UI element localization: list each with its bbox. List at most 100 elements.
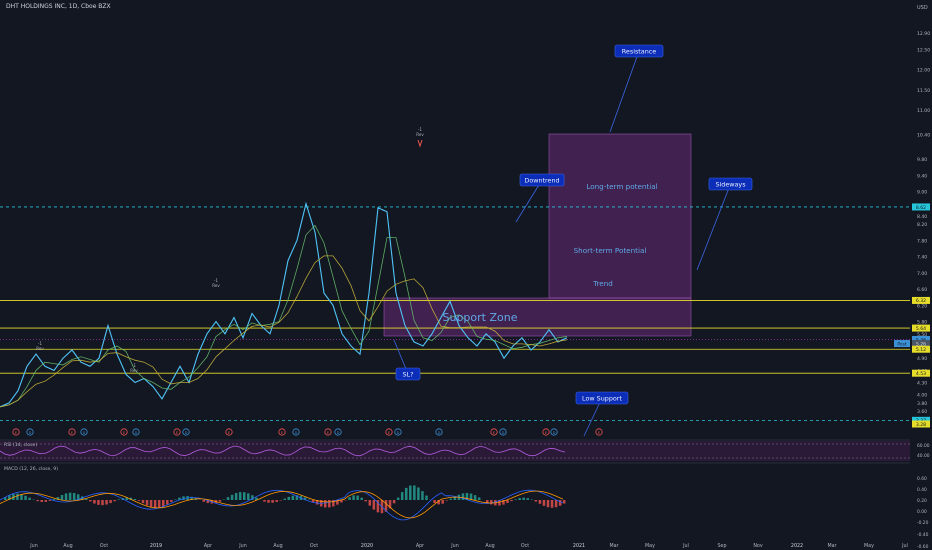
- price-axis-tick: 5.80: [917, 320, 927, 326]
- event-marker: [292, 428, 300, 436]
- event-marker-label: D: [135, 431, 138, 435]
- event-marker-label: D: [502, 431, 505, 435]
- macd-histogram-bar: [542, 500, 546, 506]
- time-axis-tick: Apr: [416, 543, 424, 549]
- sl-callout-label: SL?: [402, 370, 413, 378]
- event-marker-label: E: [493, 431, 496, 435]
- price-axis-tick: 4.30: [917, 381, 927, 387]
- macd-histogram-bar: [68, 492, 72, 500]
- event-marker-label: E: [545, 431, 548, 435]
- ma-slow-line: [0, 255, 568, 408]
- low-support-callout-label: Low Support: [582, 394, 622, 402]
- price-axis-tick: 5.50: [917, 332, 927, 338]
- macd-histogram-bar: [518, 498, 521, 500]
- time-axis-tick: Mar: [609, 543, 618, 549]
- macd-histogram-bar: [117, 499, 120, 500]
- macd-histogram-bar: [356, 495, 359, 500]
- macd-histogram-bar: [303, 497, 307, 500]
- macd-title: MACD (12, 26, close, 9): [4, 466, 58, 472]
- post-badge-label: Post: [897, 341, 906, 347]
- macd-histogram-bar: [514, 499, 517, 500]
- macd-histogram-bar: [56, 497, 60, 500]
- macd-histogram-bar: [291, 495, 295, 500]
- macd-histogram-bar: [522, 497, 525, 500]
- time-axis-tick: May: [645, 543, 655, 549]
- macd-histogram-bar: [554, 500, 558, 508]
- macd-histogram-bar: [409, 485, 412, 500]
- time-axis-tick: Nov: [753, 543, 763, 549]
- macd-histogram-bar: [445, 500, 448, 501]
- macd-histogram-bar: [332, 500, 335, 507]
- downtrend-callout-label: Downtrend: [524, 176, 559, 184]
- price-badge-label: 5.26: [916, 341, 926, 347]
- macd-histogram-bar: [141, 500, 145, 504]
- macd-histogram-bar: [85, 498, 88, 500]
- rsi-title: RSI (14, close): [4, 442, 37, 448]
- macd-histogram-bar: [400, 492, 404, 500]
- macd-histogram-bar: [388, 500, 392, 509]
- signal-label: -1: [132, 363, 136, 368]
- macd-histogram-bar: [283, 498, 286, 500]
- time-axis-tick: Oct: [100, 543, 108, 549]
- time-axis-tick: 2020: [361, 543, 373, 549]
- event-marker-label: D: [29, 431, 32, 435]
- macd-histogram-bar: [562, 500, 566, 504]
- rsi-tick: 60.00: [917, 443, 930, 449]
- price-axis-tick: 4.00: [917, 393, 927, 399]
- rsi-line: [0, 445, 566, 457]
- macd-histogram-bar: [538, 500, 542, 504]
- macd-histogram-bar: [486, 500, 489, 503]
- event-marker: [334, 428, 342, 436]
- macd-histogram-bar: [263, 500, 266, 502]
- macd-histogram-bar: [76, 494, 80, 500]
- macd-histogram-bar: [510, 500, 513, 502]
- time-axis-tick: Sep: [717, 543, 726, 549]
- event-marker-label: E: [71, 431, 74, 435]
- macd-histogram-bar: [125, 497, 129, 500]
- event-marker-label: D: [337, 431, 340, 435]
- macd-histogram-bar: [348, 497, 351, 500]
- macd-histogram-bar: [52, 499, 56, 500]
- macd-line: [0, 489, 564, 521]
- event-marker: [435, 428, 443, 436]
- price-badge-label: 6.32: [916, 298, 926, 304]
- macd-histogram-bar: [384, 500, 388, 512]
- low-support-callout-pointer: [583, 397, 603, 437]
- event-marker-label: E: [598, 431, 601, 435]
- price-axis-tick: 12.90: [917, 31, 930, 37]
- macd-histogram-bar: [16, 493, 19, 500]
- macd-histogram-bar: [93, 500, 96, 504]
- macd-histogram-bar: [477, 497, 481, 500]
- macd-tick: 0.40: [917, 487, 927, 493]
- time-axis-tick: Jun: [29, 543, 38, 549]
- macd-histogram-bar: [166, 500, 169, 505]
- macd-histogram-bar: [534, 500, 538, 502]
- macd-histogram-bar: [421, 491, 424, 500]
- macd-histogram-bar: [64, 493, 68, 500]
- macd-histogram-bar: [145, 500, 149, 506]
- signal-label: -1: [418, 127, 422, 132]
- event-marker: [490, 428, 498, 436]
- macd-histogram-bar: [461, 493, 465, 500]
- macd-histogram-bar: [149, 500, 153, 508]
- time-axis-tick: Jul: [901, 543, 908, 549]
- macd-histogram-bar: [97, 500, 100, 505]
- macd-tick: 0.60: [917, 476, 927, 482]
- time-axis-tick: 2019: [150, 543, 162, 549]
- resistance-callout-pointer: [609, 50, 640, 133]
- event-marker-label: D: [438, 431, 441, 435]
- signal-label: Rev: [416, 132, 424, 137]
- price-badge-label: 4.53: [916, 371, 926, 377]
- signal-label: -1: [38, 341, 42, 346]
- potential-zone-box: [548, 133, 692, 299]
- macd-histogram-bar: [441, 500, 444, 504]
- macd-histogram-bar: [372, 500, 376, 510]
- macd-histogram-bar: [36, 500, 39, 502]
- signal-label: Rev: [212, 283, 220, 288]
- macd-histogram-bar: [324, 500, 327, 508]
- macd-histogram-bar: [271, 500, 274, 503]
- macd-histogram-bar: [546, 500, 550, 508]
- macd-histogram-bar: [105, 500, 108, 505]
